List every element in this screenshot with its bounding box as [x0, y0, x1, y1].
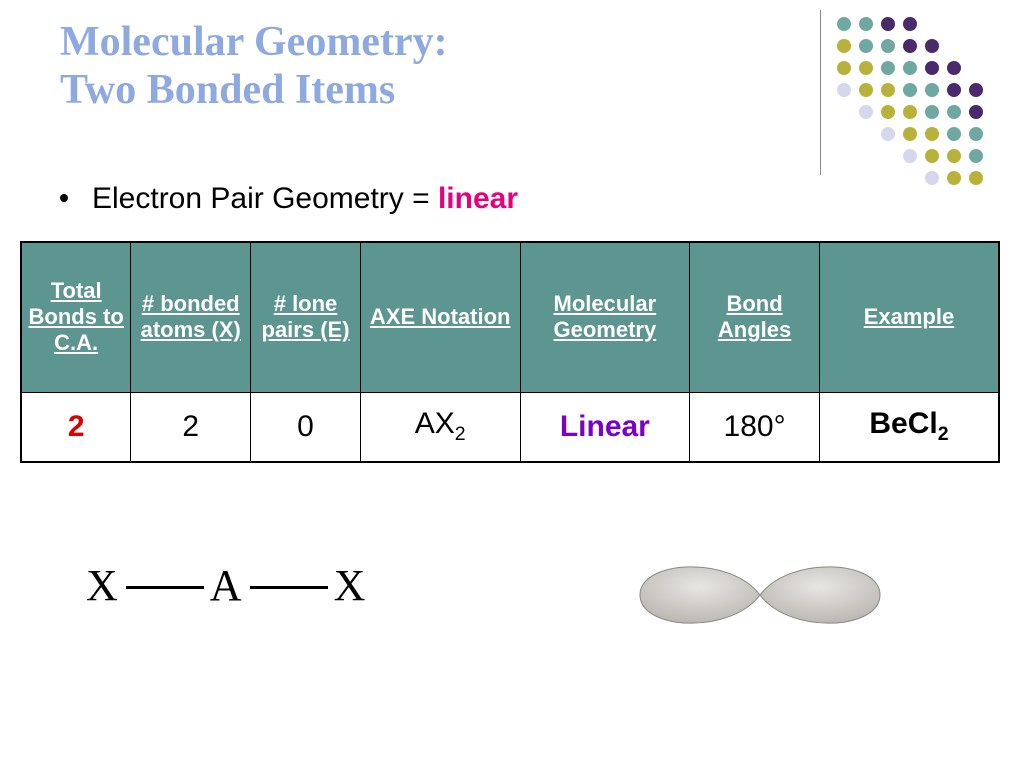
cell-example: BeCl2 [819, 392, 999, 462]
vertical-divider [820, 10, 821, 175]
cell-lone-pairs: 0 [251, 392, 361, 462]
title-line-2: Two Bonded Items [60, 67, 395, 113]
table-header-cell: # bonded atoms (X) [131, 242, 251, 392]
cell-molecular-geometry: Linear [520, 392, 690, 462]
linear-structure-diagram: X A X [86, 560, 367, 611]
table-header-cell: Example [819, 242, 999, 392]
bullet-electron-pair-geometry: Electron Pair Geometry = linear [60, 182, 518, 216]
cell-axe-notation: AX2 [360, 392, 520, 462]
corner-dots-decoration [824, 10, 1004, 210]
cell-bond-angles: 180° [690, 392, 820, 462]
table-header-cell: AXE Notation [360, 242, 520, 392]
title-line-1: Molecular Geometry: [60, 19, 448, 65]
table-header-cell: Bond Angles [690, 242, 820, 392]
bullet-text-prefix: Electron Pair Geometry = [92, 182, 438, 215]
orbital-lobes-icon [620, 540, 900, 650]
table-header-cell: Total Bonds to C.A. [21, 242, 131, 392]
cell-total-bonds: 2 [21, 392, 131, 462]
table-header-row: Total Bonds to C.A.# bonded atoms (X)# l… [21, 242, 999, 392]
slide-title: Molecular Geometry: Two Bonded Items [60, 18, 448, 115]
table-header-cell: # lone pairs (E) [251, 242, 361, 392]
atom-a-center: A [210, 560, 244, 611]
table-row: 2 2 0 AX2 Linear 180° BeCl2 [21, 392, 999, 462]
geometry-table: Total Bonds to C.A.# bonded atoms (X)# l… [20, 241, 1000, 463]
cell-bonded-atoms: 2 [131, 392, 251, 462]
bullet-text-highlight: linear [438, 182, 518, 215]
bond-line-icon [126, 586, 204, 589]
atom-x-left: X [86, 560, 120, 611]
table-header-cell: Molecular Geometry [520, 242, 690, 392]
bullet-icon [60, 194, 68, 202]
atom-x-right: X [334, 560, 368, 611]
bond-line-icon [250, 586, 328, 589]
